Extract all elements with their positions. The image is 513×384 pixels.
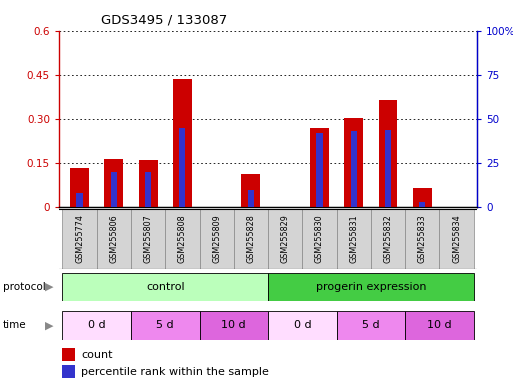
Bar <box>337 209 371 269</box>
Bar <box>62 365 75 379</box>
Bar <box>139 160 157 207</box>
Bar <box>76 193 83 207</box>
Text: GSM255831: GSM255831 <box>349 215 358 263</box>
Bar <box>302 209 337 269</box>
Bar <box>242 174 260 207</box>
Bar <box>234 209 268 269</box>
Bar <box>310 128 329 207</box>
Text: count: count <box>81 349 112 359</box>
Bar <box>131 311 200 340</box>
Bar <box>63 273 268 301</box>
Bar <box>173 79 192 207</box>
Bar <box>344 118 363 207</box>
Bar <box>70 167 89 207</box>
Text: 0 d: 0 d <box>293 320 311 331</box>
Text: GSM255833: GSM255833 <box>418 215 427 263</box>
Text: GSM255809: GSM255809 <box>212 215 221 263</box>
Bar <box>405 311 473 340</box>
Bar <box>317 133 323 207</box>
Bar <box>105 159 123 207</box>
Bar <box>200 209 234 269</box>
Text: 10 d: 10 d <box>222 320 246 331</box>
Text: GSM255806: GSM255806 <box>109 215 119 263</box>
Text: GSM255828: GSM255828 <box>246 215 255 263</box>
Bar <box>268 273 473 301</box>
Text: 10 d: 10 d <box>427 320 452 331</box>
Bar <box>385 130 391 207</box>
Text: time: time <box>3 320 26 331</box>
Bar <box>200 311 268 340</box>
Text: GSM255834: GSM255834 <box>452 215 461 263</box>
Bar <box>268 311 337 340</box>
Text: progerin expression: progerin expression <box>315 282 426 292</box>
Bar <box>111 172 117 207</box>
Text: percentile rank within the sample: percentile rank within the sample <box>81 367 269 377</box>
Text: GSM255830: GSM255830 <box>315 215 324 263</box>
Text: ▶: ▶ <box>45 320 54 331</box>
Text: GSM255774: GSM255774 <box>75 215 84 263</box>
Bar <box>131 209 165 269</box>
Text: GSM255807: GSM255807 <box>144 215 152 263</box>
Text: GSM255832: GSM255832 <box>384 215 392 263</box>
Bar <box>145 172 151 207</box>
Text: GSM255829: GSM255829 <box>281 215 290 263</box>
Bar <box>63 311 131 340</box>
Bar <box>248 190 254 207</box>
Bar <box>379 100 398 207</box>
Text: GSM255808: GSM255808 <box>178 215 187 263</box>
Bar <box>371 209 405 269</box>
Bar <box>96 209 131 269</box>
Text: 5 d: 5 d <box>362 320 380 331</box>
Bar <box>62 348 75 361</box>
Bar <box>165 209 200 269</box>
Bar <box>268 209 302 269</box>
Bar <box>405 209 440 269</box>
Text: GDS3495 / 133087: GDS3495 / 133087 <box>101 14 227 27</box>
Text: ▶: ▶ <box>45 282 54 292</box>
Text: 0 d: 0 d <box>88 320 106 331</box>
Bar <box>440 209 473 269</box>
Bar <box>179 128 186 207</box>
Bar <box>337 311 405 340</box>
Text: protocol: protocol <box>3 282 45 292</box>
Bar <box>350 131 357 207</box>
Bar <box>413 188 431 207</box>
Bar <box>63 209 96 269</box>
Text: control: control <box>146 282 185 292</box>
Bar <box>419 202 425 207</box>
Text: 5 d: 5 d <box>156 320 174 331</box>
